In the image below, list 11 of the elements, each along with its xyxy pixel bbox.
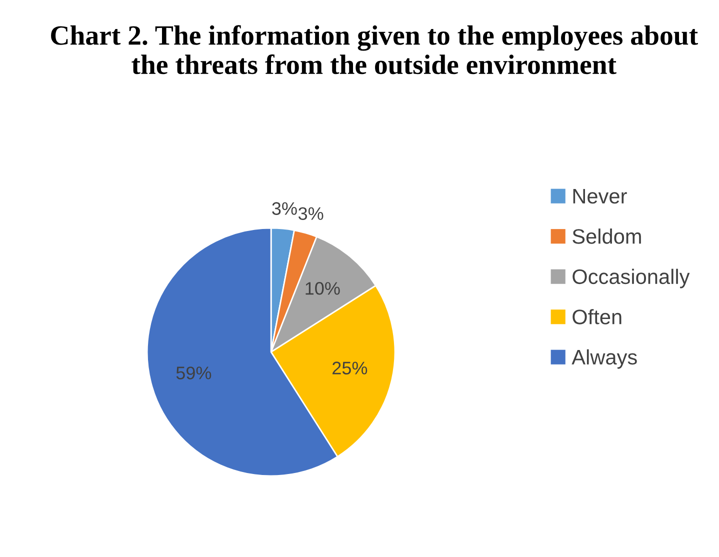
data-label: 59% bbox=[176, 366, 212, 380]
legend-label: Never bbox=[573, 189, 627, 204]
data-label: 10% bbox=[306, 282, 340, 295]
chart-title: Chart 2. The information given to the employees about the threats from the outside environment bbox=[51, 25, 698, 74]
legend-label: Often bbox=[572, 309, 622, 324]
legend-label: Occasionally bbox=[572, 268, 690, 288]
legend-label: Always bbox=[572, 349, 637, 369]
legend-label: Seldom bbox=[572, 228, 641, 244]
data-label: 3% bbox=[272, 202, 297, 215]
data-label: 25% bbox=[332, 362, 368, 374]
data-label: 3% bbox=[298, 207, 324, 220]
